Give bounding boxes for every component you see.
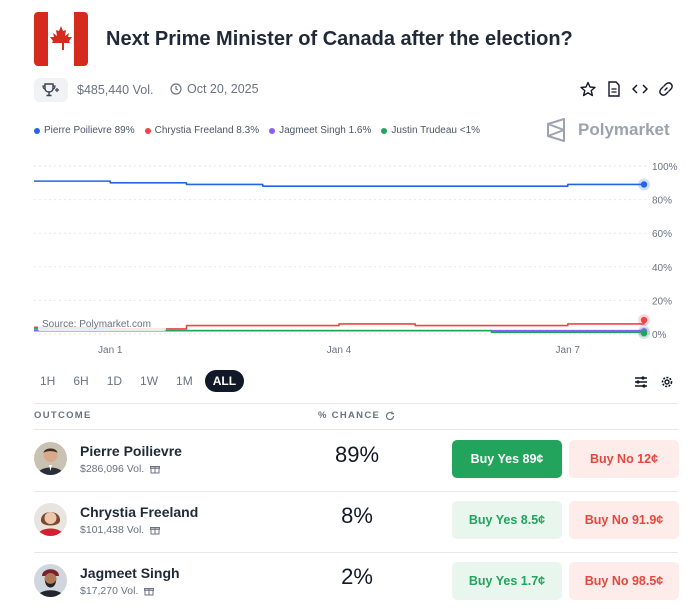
- clock-icon: [170, 83, 182, 95]
- legend-item: Chrystia Freeland 8.3%: [144, 125, 260, 136]
- y-tick-label: 60%: [652, 229, 672, 240]
- gift-icon[interactable]: [150, 525, 161, 535]
- legend-label: Chrystia Freeland 8.3%: [154, 125, 260, 136]
- outcome-chance: 2%: [341, 564, 373, 589]
- avatar: [34, 442, 67, 475]
- legend-dot: [381, 127, 388, 134]
- source-text: Source: Polymarket.com: [42, 319, 151, 330]
- range-1d-button[interactable]: 1D: [106, 374, 123, 388]
- gift-icon[interactable]: [150, 464, 161, 474]
- divider: [34, 552, 678, 553]
- x-tick-label: Jan 7: [556, 345, 581, 356]
- outcome-row[interactable]: Jagmeet Singh $17,270 Vol. 2% Buy Yes 1.…: [34, 552, 680, 609]
- buy-no-button[interactable]: Buy No 12¢: [569, 440, 679, 478]
- chance-header-label: % CHANCE: [318, 410, 381, 421]
- canada-flag-icon: [34, 12, 88, 66]
- y-tick-label: 0%: [652, 330, 667, 341]
- buy-yes-button[interactable]: Buy Yes 1.7¢: [452, 562, 562, 600]
- series-end-point: [640, 329, 648, 337]
- market-actions: [580, 80, 674, 98]
- legend-dot: [269, 127, 276, 134]
- document-icon[interactable]: [606, 80, 622, 98]
- divider: [34, 403, 678, 404]
- legend-label: Jagmeet Singh 1.6%: [279, 125, 372, 136]
- series-end-point: [640, 316, 648, 324]
- legend-dot: [144, 127, 151, 134]
- range-all-button[interactable]: ALL: [204, 370, 245, 392]
- time-range-selector: 1H 6H 1D 1W 1M ALL: [34, 370, 245, 392]
- buy-no-button[interactable]: Buy No 91.9¢: [569, 501, 679, 539]
- y-tick-label: 20%: [652, 296, 672, 307]
- outcome-volume-text: $101,438 Vol.: [80, 524, 145, 536]
- end-date-text: Oct 20, 2025: [187, 82, 259, 96]
- x-tick-label: Jan 4: [327, 345, 352, 356]
- refresh-icon[interactable]: [385, 411, 395, 421]
- market-header: Next Prime Minister of Canada after the …: [34, 12, 674, 68]
- polymarket-logo: Polymarket: [544, 117, 670, 143]
- outcome-header: OUTCOME: [34, 410, 92, 421]
- outcome-volume: $286,096 Vol.: [80, 463, 161, 475]
- star-icon[interactable]: [580, 80, 596, 98]
- y-tick-label: 80%: [652, 196, 672, 207]
- buy-no-button[interactable]: Buy No 98.5¢: [569, 562, 679, 600]
- chance-header: % CHANCE: [318, 410, 395, 421]
- outcome-chance: 89%: [334, 442, 380, 467]
- buy-yes-button[interactable]: Buy Yes 8.5¢: [452, 501, 562, 539]
- outcome-row[interactable]: Chrystia Freeland $101,438 Vol. 8% Buy Y…: [34, 491, 680, 551]
- range-6h-button[interactable]: 6H: [73, 374, 89, 388]
- outcome-volume: $17,270 Vol.: [80, 585, 155, 597]
- y-tick-label: 40%: [652, 263, 672, 274]
- y-tick-label: 100%: [652, 162, 678, 173]
- series-line: [34, 180, 644, 187]
- outcome-name: Chrystia Freeland: [80, 504, 199, 520]
- link-icon[interactable]: [658, 80, 674, 98]
- legend-label: Justin Trudeau <1%: [391, 125, 481, 136]
- series-end-point: [640, 181, 648, 188]
- market-meta: $485,440 Vol. Oct 20, 2025: [34, 78, 680, 102]
- outcome-volume-text: $17,270 Vol.: [80, 585, 139, 597]
- outcome-chance: 8%: [341, 503, 373, 528]
- brand-name: Polymarket: [578, 120, 670, 139]
- legend-label: Pierre Poilievre 89%: [44, 125, 135, 136]
- outcome-name: Pierre Poilievre: [80, 443, 182, 459]
- avatar: [34, 503, 67, 536]
- price-chart: 100% 80% 60% 40% 20% 0% Jan 1 Jan 4 Jan 7 Sourc…: [34, 162, 678, 356]
- outcome-volume: $101,438 Vol.: [80, 524, 161, 536]
- range-1w-button[interactable]: 1W: [140, 374, 159, 388]
- legend-item: Pierre Poilievre 89%: [34, 125, 135, 136]
- polymarket-icon: [547, 118, 565, 142]
- gear-icon[interactable]: [660, 375, 674, 394]
- sliders-icon[interactable]: [634, 375, 648, 394]
- trophy-button[interactable]: [34, 78, 68, 102]
- range-1m-button[interactable]: 1M: [176, 374, 193, 388]
- outcome-row[interactable]: Pierre Poilievre $286,096 Vol. 89% Buy Y…: [34, 430, 680, 490]
- chart-tools: [634, 375, 674, 394]
- buy-yes-button[interactable]: Buy Yes 89¢: [452, 440, 562, 478]
- end-date: Oct 20, 2025: [170, 82, 259, 96]
- legend-item: Jagmeet Singh 1.6%: [269, 125, 371, 136]
- avatar: [34, 564, 67, 597]
- outcome-name: Jagmeet Singh: [80, 565, 180, 581]
- chart-legend: Pierre Poilievre 89% Chrystia Freeland 8…: [34, 125, 480, 136]
- x-tick-label: Jan 1: [98, 345, 123, 356]
- outcome-volume-text: $286,096 Vol.: [80, 463, 145, 475]
- page-title: Next Prime Minister of Canada after the …: [106, 28, 573, 50]
- trophy-icon: [42, 83, 59, 97]
- embed-code-icon[interactable]: [632, 80, 648, 98]
- total-volume: $485,440 Vol.: [77, 83, 154, 97]
- legend-dot: [34, 127, 40, 134]
- gift-icon[interactable]: [144, 586, 155, 596]
- range-1h-button[interactable]: 1H: [40, 374, 56, 388]
- divider: [34, 491, 678, 492]
- legend-item: Justin Trudeau <1%: [381, 125, 480, 136]
- divider: [34, 429, 678, 430]
- chart-source-label: Source: Polymarket.com: [38, 316, 166, 331]
